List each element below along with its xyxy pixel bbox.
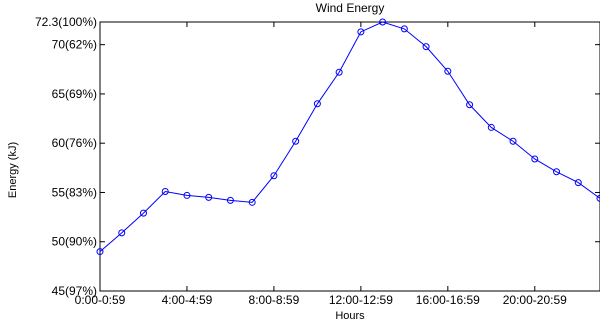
data-point bbox=[183, 191, 191, 199]
data-point bbox=[248, 198, 256, 206]
data-point bbox=[487, 123, 495, 131]
data-point bbox=[422, 43, 430, 51]
ticks: 45(97%) 50(90%) 55(83%) 60(76%) 65(69%) 70(62… bbox=[35, 15, 600, 307]
x-tick-label: 8:00-8:59 bbox=[249, 293, 300, 307]
x-tick-label: 20:00-20:59 bbox=[503, 293, 567, 307]
x-tick-label: 4:00-4:59 bbox=[162, 293, 213, 307]
x-tick-label: 16:00-16:59 bbox=[416, 293, 480, 307]
data-point bbox=[139, 209, 147, 217]
data-point bbox=[531, 155, 539, 163]
data-point bbox=[357, 28, 365, 36]
series bbox=[96, 18, 600, 256]
data-point bbox=[574, 179, 582, 187]
series-line bbox=[99, 21, 600, 252]
y-axis-label: Energy (kJ) bbox=[7, 142, 19, 198]
data-point bbox=[205, 193, 213, 201]
y-tick-label: 50(90%) bbox=[52, 235, 97, 249]
data-point bbox=[226, 196, 234, 204]
data-point bbox=[96, 248, 104, 256]
y-tick-label: 45(97%) bbox=[52, 284, 97, 298]
y-tick-label: 55(83%) bbox=[52, 185, 97, 199]
plot-frame bbox=[99, 21, 600, 292]
data-point bbox=[400, 25, 408, 33]
data-point bbox=[466, 101, 474, 109]
data-point bbox=[509, 137, 517, 145]
data-point bbox=[292, 137, 300, 145]
data-point bbox=[379, 18, 387, 26]
y-tick-label: 70(62%) bbox=[52, 38, 97, 52]
x-tick-label: 12:00-12:59 bbox=[329, 293, 393, 307]
data-point bbox=[444, 67, 452, 75]
data-point bbox=[553, 168, 561, 176]
x-axis-label: Hours bbox=[335, 310, 365, 321]
data-point bbox=[335, 68, 343, 76]
data-point bbox=[161, 187, 169, 195]
data-point bbox=[596, 194, 600, 202]
y-tick-label: 65(69%) bbox=[52, 87, 97, 101]
y-tick-label: 60(76%) bbox=[52, 136, 97, 150]
data-point bbox=[118, 229, 126, 237]
data-point bbox=[313, 100, 321, 108]
axes bbox=[99, 21, 600, 292]
y-tick-label: 72.3(100%) bbox=[35, 15, 97, 29]
x-tick-label: 0:00-0:59 bbox=[75, 293, 126, 307]
chart-title: Wind Energy bbox=[316, 1, 385, 15]
data-point bbox=[270, 172, 278, 180]
